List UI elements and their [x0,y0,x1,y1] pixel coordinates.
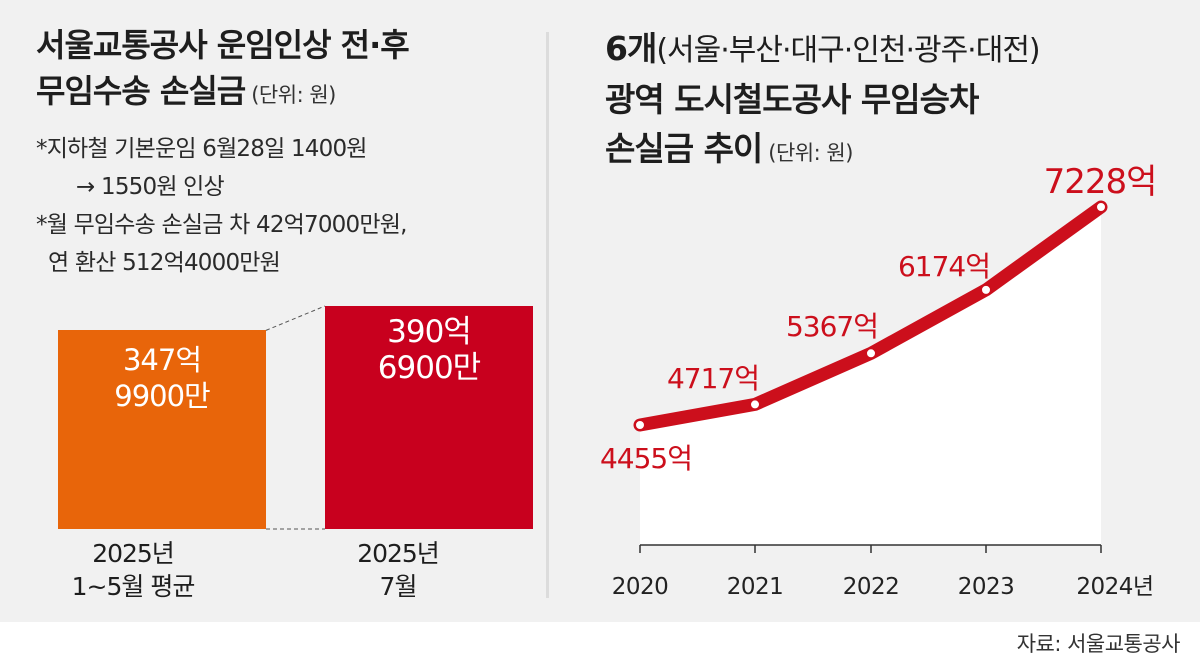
left-notes: *지하철 기본운임 6월28일 1400원 → 1550원 인상 *월 무임수송… [36,130,536,282]
data-label-4: 7228억 [1044,162,1157,202]
bar-before: 347억 9900만 [58,330,266,529]
right-title-line2: 광역 도시철도공사 무임승차 [605,80,979,119]
data-points [634,201,1107,431]
right-chart-title: 6개(서울·부산·대구·인천·광주·대전) 광역 도시철도공사 무임승차 손실금… [605,24,1185,178]
bar-after: 390억 6900만 [325,306,533,529]
bar-after-value-line1: 390억 [387,314,472,350]
data-point-2 [865,347,877,360]
left-unit: (단위: 원) [251,83,336,107]
x-tick-label-4: 2024년 [1076,574,1153,600]
right-title-line1-row: 6개(서울·부산·대구·인천·광주·대전) [605,24,1185,75]
bar-connector-top [265,305,326,331]
note1-line1: *지하철 기본운임 6월28일 1400원 [36,136,367,162]
bar-before-category-line2: 1~5월 평균 [71,572,196,601]
left-bar-chart [265,305,326,530]
data-label-1: 4717억 [667,362,759,395]
source-note: 자료: 서울교통공사 [1016,632,1181,656]
right-title-line1: 6개 [605,29,657,68]
bar-after-category-line1: 2025년 [357,539,440,568]
x-tick-label-2: 2022 [843,574,900,600]
note1-line2: → 1550원 인상 [76,174,225,200]
left-title-line1: 서울교통공사 운임인상 전·후 [36,26,410,64]
right-title-line3-row: 손실금 추이 (단위: 원) [605,124,1185,178]
note2-line1: *월 무임수송 손실금 차 42억7000만원, [36,212,407,238]
data-label-3: 6174억 [898,250,990,283]
bar-before-value-line1: 347억 [122,343,202,378]
right-title-cities: (서울·부산·대구·인천·광주·대전) [656,33,1040,68]
left-title-line2: 무임수송 손실금 [36,72,246,110]
x-tick-label-1: 2021 [727,574,784,600]
data-labels: 4455억 4717억 5367억 6174억 7228억 [600,162,1157,475]
right-unit: (단위: 원) [768,141,853,165]
x-tick-labels: 2020 2021 2022 2023 2024년 [612,574,1154,600]
bar-before-value-line2: 9900만 [114,379,210,414]
left-chart-title: 서울교통공사 운임인상 전·후 무임수송 손실금 (단위: 원) [36,22,536,118]
x-axis-ticks [639,544,1102,553]
data-point-3 [980,283,992,296]
left-title-line2-row: 무임수송 손실금 (단위: 원) [36,68,536,118]
bar-after-category-line2: 7월 [379,572,418,601]
data-point-1 [749,398,761,411]
data-point-0 [634,419,646,431]
right-title-line3: 손실금 추이 [605,129,763,168]
data-point-4 [1095,201,1107,213]
data-label-0: 4455억 [600,442,692,475]
panel-divider [546,32,549,598]
bar-after-value-line2: 6900만 [377,350,481,386]
data-label-2: 5367억 [786,310,878,343]
x-tick-label-0: 2020 [612,574,669,600]
x-tick-label-3: 2023 [958,574,1015,600]
axis-band [640,512,1101,545]
bar-before-category: 2025년 1~5월 평균 [13,537,253,603]
bar-before-category-line1: 2025년 [92,539,175,568]
note2-line2: 연 환산 512억4000만원 [48,250,281,276]
bar-after-category: 2025년 7월 [278,537,518,603]
